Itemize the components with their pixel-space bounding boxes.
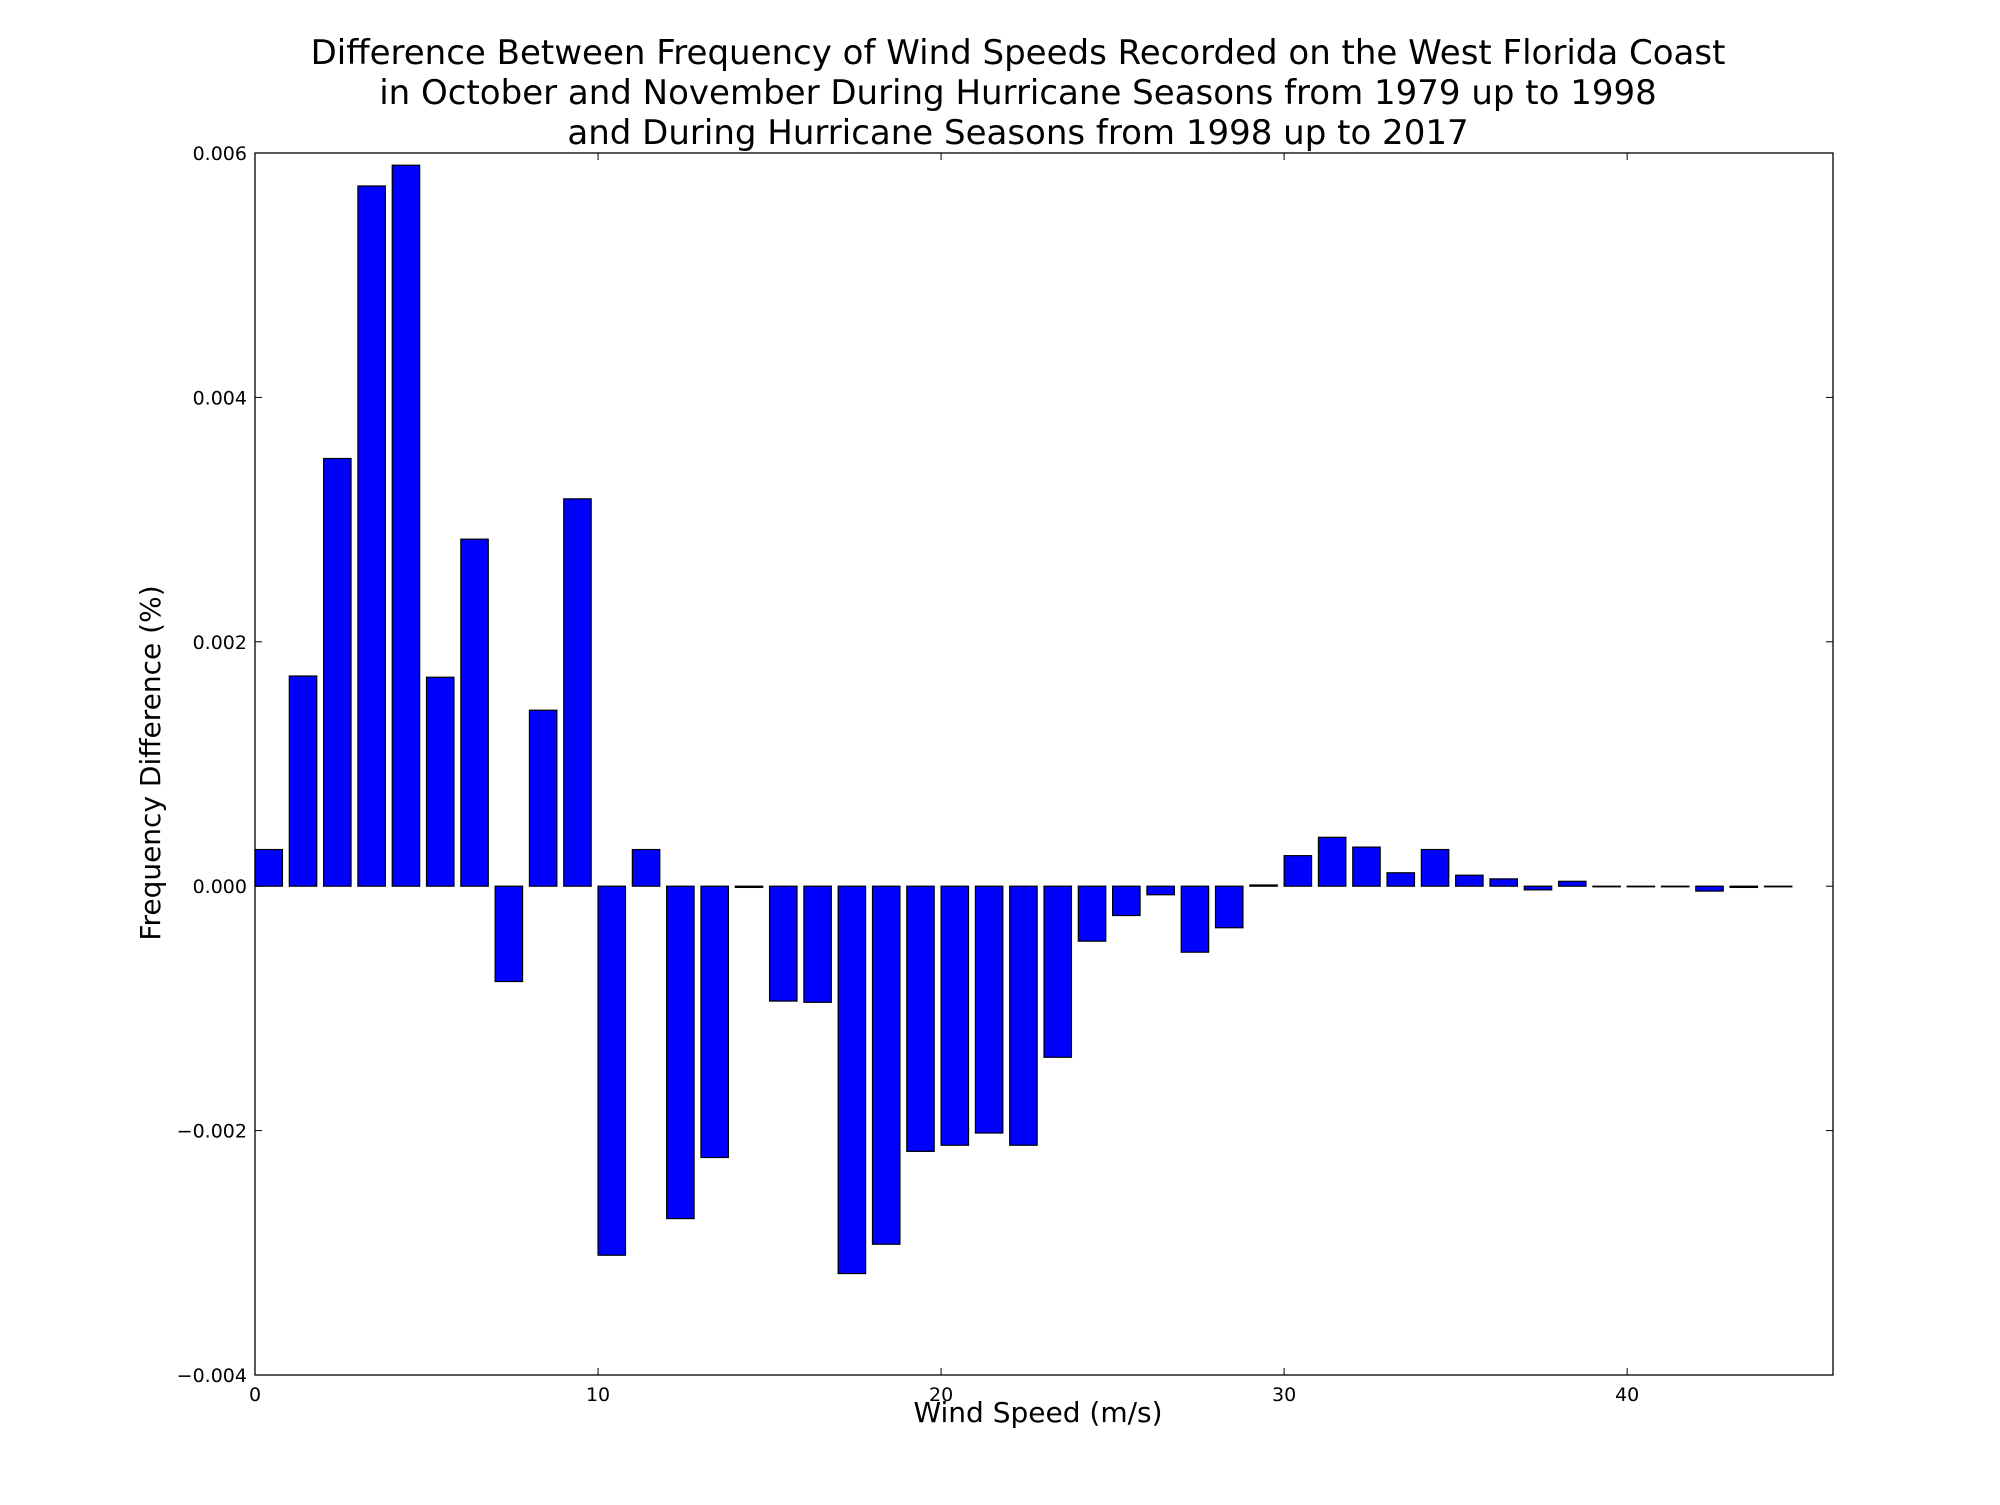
- bar-32: [1352, 846, 1381, 887]
- bar-11: [631, 848, 661, 887]
- bar-13: [700, 885, 730, 1159]
- bar-3: [357, 185, 386, 887]
- bar-0: [254, 848, 284, 887]
- bar-15: [768, 885, 798, 1002]
- bar-34: [1420, 848, 1450, 887]
- bar-25: [1112, 885, 1141, 917]
- x-tick-label-10: 10: [586, 1384, 610, 1406]
- bar-22: [1009, 885, 1038, 1146]
- y-tick-label-0: −0.004: [177, 1365, 247, 1387]
- bar-10: [597, 885, 627, 1256]
- bar-23: [1043, 885, 1073, 1058]
- y-tick-label-1: −0.002: [177, 1121, 247, 1143]
- bar-31: [1317, 836, 1347, 887]
- plot-area: 0 10 20 30 40 −0.004 −0.002 0.000 0.002 0.004 0.00…: [177, 143, 1834, 1406]
- bar-20: [940, 885, 970, 1146]
- bar-4: [391, 164, 421, 887]
- bar-41: [1660, 885, 1690, 888]
- bar-24: [1077, 885, 1107, 942]
- y-tick-label-5: 0.006: [193, 143, 247, 165]
- bar-39: [1592, 885, 1621, 888]
- bar-17: [837, 885, 867, 1275]
- bar-8: [528, 709, 558, 887]
- x-tick-label-0: 0: [249, 1384, 261, 1406]
- bar-40: [1626, 885, 1656, 888]
- chart-title-line-3: and During Hurricane Seasons from 1998 u…: [567, 113, 1468, 153]
- bar-12: [666, 885, 695, 1220]
- y-tick-label-3: 0.002: [193, 632, 247, 654]
- bar-9: [563, 498, 592, 887]
- x-axis-label: Wind Speed (m/s): [913, 1396, 1162, 1429]
- bar-6: [460, 538, 489, 887]
- y-tick-label-2: 0.000: [193, 876, 247, 898]
- bar-2: [323, 457, 352, 887]
- bar-14: [734, 885, 764, 889]
- bar-19: [906, 885, 935, 1152]
- bar-43: [1729, 885, 1759, 889]
- bar-37: [1523, 885, 1553, 891]
- bar-33: [1386, 872, 1416, 887]
- y-axis-label: Frequency Difference (%): [134, 585, 167, 940]
- bar-44: [1763, 885, 1793, 888]
- chart-title-line-2: in October and November During Hurricane…: [379, 73, 1657, 113]
- x-tick-label-30: 30: [1272, 1384, 1296, 1406]
- bar-36: [1489, 878, 1518, 887]
- bar-27: [1180, 885, 1210, 953]
- bar-26: [1146, 885, 1175, 896]
- y-tick-label-4: 0.004: [193, 387, 247, 409]
- bar-30: [1283, 855, 1313, 887]
- chart-title: Difference Between Frequency of Wind Spe…: [311, 33, 1726, 153]
- x-tick-label-20: 20: [929, 1384, 953, 1406]
- bar-42: [1695, 885, 1724, 892]
- bar-29: [1249, 884, 1278, 887]
- bar-18: [871, 885, 901, 1245]
- x-tick-label-40: 40: [1615, 1384, 1639, 1406]
- bar-21: [974, 885, 1004, 1134]
- bar-38: [1557, 880, 1587, 887]
- bar-16: [803, 885, 832, 1003]
- bar-5: [425, 676, 455, 887]
- chart-title-line-1: Difference Between Frequency of Wind Spe…: [311, 33, 1726, 73]
- plot-frame: [254, 152, 1834, 1376]
- bar-35: [1455, 874, 1484, 887]
- bar-28: [1214, 885, 1244, 929]
- bar-1: [288, 675, 318, 887]
- bar-7: [494, 885, 524, 983]
